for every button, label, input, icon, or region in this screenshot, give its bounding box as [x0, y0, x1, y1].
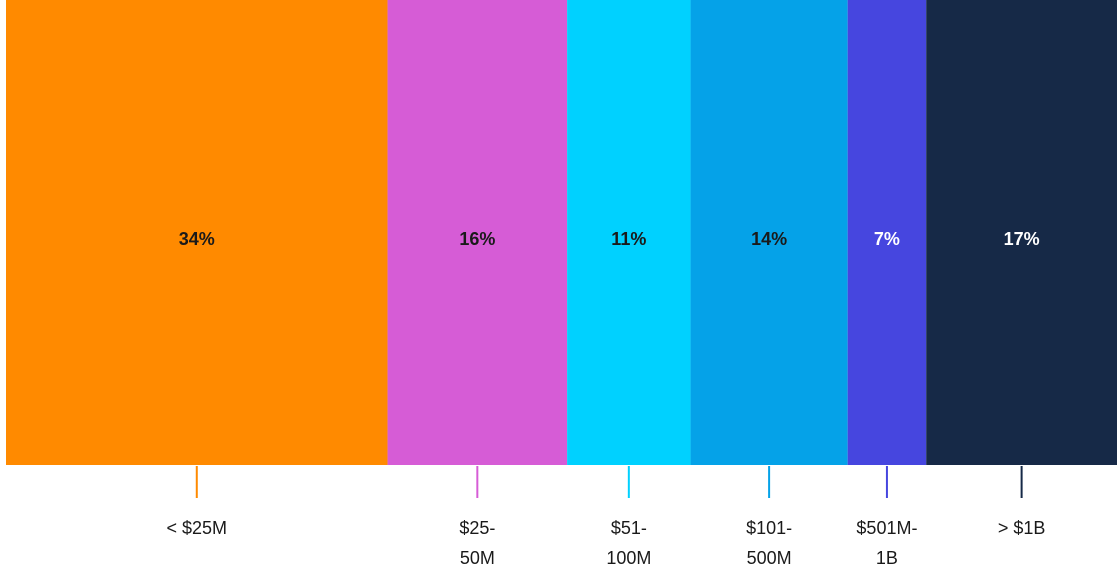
value-labels-group: 34% 16% 11% 14% 7% 17%	[179, 229, 1040, 249]
bar-segment-2	[387, 0, 568, 465]
bar-segment-5	[847, 0, 927, 465]
value-label-3: 11%	[611, 229, 646, 249]
value-label-4: 14%	[751, 229, 787, 249]
value-label-6: 17%	[1004, 229, 1040, 249]
value-label-5: 7%	[874, 229, 900, 249]
category-labels-group: < $25M $25-50M $51-100M $101-500M $501M-1B > …	[167, 518, 1046, 568]
bar-segment-1	[6, 0, 388, 465]
value-label-1: 34%	[179, 229, 215, 249]
category-label-5: $501M-1B	[856, 518, 917, 568]
bar-segment-3	[567, 0, 691, 465]
segments-group	[6, 0, 1117, 465]
value-label-2: 16%	[459, 229, 495, 249]
bar-segment-6	[926, 0, 1117, 465]
category-label-1: < $25M	[167, 518, 228, 538]
category-label-3: $51-100M	[606, 518, 651, 568]
category-label-4: $101-500M	[746, 518, 792, 568]
bar-segment-4	[690, 0, 848, 465]
category-label-2: $25-50M	[459, 518, 495, 568]
category-label-6: > $1B	[998, 518, 1046, 538]
category-ticks-group	[195, 466, 1023, 498]
